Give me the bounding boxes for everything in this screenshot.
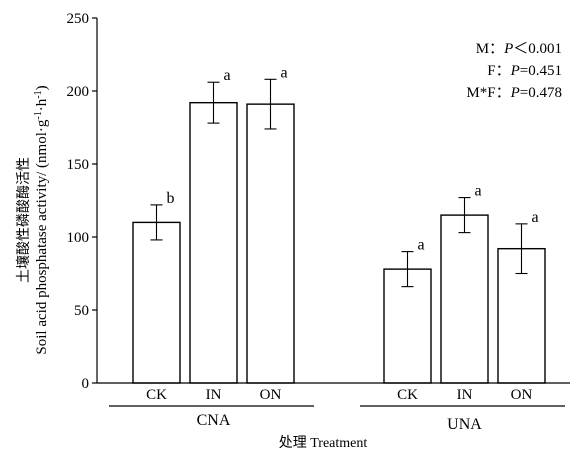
y-tick-label-0: 0 [82, 376, 90, 392]
y-axis-label-cn: 土壤酸性磷酸酶活性 [15, 157, 32, 283]
stat-p-label: P [503, 41, 513, 57]
x-tick-label-UNA-ON: ON [511, 387, 533, 403]
group-label-CNA: CNA [197, 412, 231, 429]
y-axis-label-en: Soil acid phosphatase activity/ (nmol·g-… [33, 85, 51, 354]
y-label-mid: ·h [34, 98, 50, 111]
stat-p-value: =0.451 [520, 63, 562, 79]
y-tick-label-3: 150 [67, 157, 90, 173]
y-tick-label-4: 200 [67, 84, 90, 100]
group-label-UNA: UNA [447, 416, 482, 433]
y-tick-label-2: 100 [67, 230, 90, 246]
y-axis: 0 50 100 150 200 250 [67, 11, 98, 392]
x-tick-label-UNA-CK: CK [397, 387, 418, 403]
x-tick-label-CNA-CK: CK [146, 387, 167, 403]
significance-letter-CNA-IN: a [224, 67, 231, 84]
significance-letter-CNA-ON: a [281, 64, 288, 81]
stat-row-1: F：P=0.451 [487, 63, 562, 79]
significance-letter-UNA-IN: a [475, 183, 482, 200]
stat-p-value: ＜0.001 [513, 41, 562, 57]
x-axis: CK IN ON CNA CK IN ON UNA [97, 382, 570, 433]
y-axis-label: 土壤酸性磷酸酶活性 Soil acid phosphatase activity… [15, 85, 50, 354]
stat-factor: M*F： [466, 85, 510, 101]
bar-CNA-CK [132, 221, 181, 384]
stat-p-label: P [510, 85, 520, 101]
stat-factor: F： [487, 63, 510, 79]
bar-UNA-IN [440, 214, 489, 384]
stat-p-value: =0.478 [520, 85, 562, 101]
bar-CNA-IN [189, 101, 238, 384]
x-axis-label: 处理 Treatment [279, 435, 368, 451]
significance-letter-CNA-CK: b [167, 190, 175, 207]
x-tick-label-UNA-IN: IN [457, 387, 473, 403]
x-tick-label-CNA-IN: IN [206, 387, 222, 403]
bars-layer: b a a a a a [132, 64, 546, 384]
stat-factor: M： [476, 41, 504, 57]
bar-CNA-ON [246, 103, 295, 384]
stat-p-label: P [510, 63, 520, 79]
y-label-main: Soil acid phosphatase activity/ (nmol·g [34, 119, 50, 354]
significance-letter-UNA-ON: a [532, 209, 539, 226]
significance-letter-UNA-CK: a [418, 237, 425, 254]
y-label-sup-2: -1 [33, 90, 44, 98]
y-label-sup-1: -1 [33, 111, 44, 119]
stat-row-2: M*F：P=0.478 [466, 85, 562, 101]
y-tick-label-1: 50 [74, 303, 89, 319]
x-tick-label-CNA-ON: ON [260, 387, 282, 403]
stat-row-0: M：P＜0.001 [476, 41, 562, 57]
y-tick-label-5: 250 [67, 11, 90, 27]
y-label-end: ) [34, 85, 50, 90]
